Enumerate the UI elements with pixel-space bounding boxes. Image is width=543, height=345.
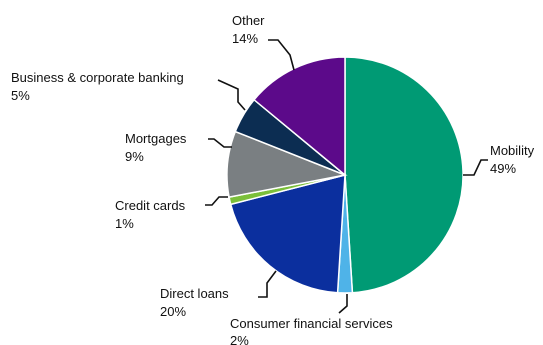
leader-other — [268, 39, 295, 71]
pie-slices — [226, 56, 464, 294]
pie-slice-direct-loans — [229, 174, 346, 294]
leader-mortgages — [208, 138, 232, 148]
leader-credit-cards — [205, 196, 228, 206]
slice-value-consumer-financial-services: 2% — [230, 333, 249, 345]
pie-slice-other — [253, 56, 346, 177]
slice-label-credit-cards: Credit cards — [115, 198, 186, 213]
leader-mobility — [463, 159, 488, 176]
slice-value-mobility: 49% — [490, 161, 516, 176]
slice-label-mortgages: Mortgages — [125, 131, 187, 146]
slice-value-business-corporate-banking: 5% — [11, 88, 30, 103]
leader-lines — [205, 39, 488, 314]
slice-label-mobility: Mobility — [490, 143, 535, 158]
leader-direct-loans — [258, 270, 277, 298]
pie-slice-mobility — [344, 56, 464, 294]
slice-label-consumer-financial-services: Consumer financial services — [230, 316, 393, 331]
slice-value-credit-cards: 1% — [115, 216, 134, 231]
slice-label-other: Other — [232, 13, 265, 28]
leader-consumer-fin — [338, 294, 348, 314]
slice-value-mortgages: 9% — [125, 149, 144, 164]
slice-value-direct-loans: 20% — [160, 304, 186, 319]
leader-business — [217, 79, 246, 111]
slice-label-business-corporate-banking: Business & corporate banking — [11, 70, 184, 85]
slice-value-other: 14% — [232, 31, 258, 46]
slice-label-direct-loans: Direct loans — [160, 286, 229, 301]
